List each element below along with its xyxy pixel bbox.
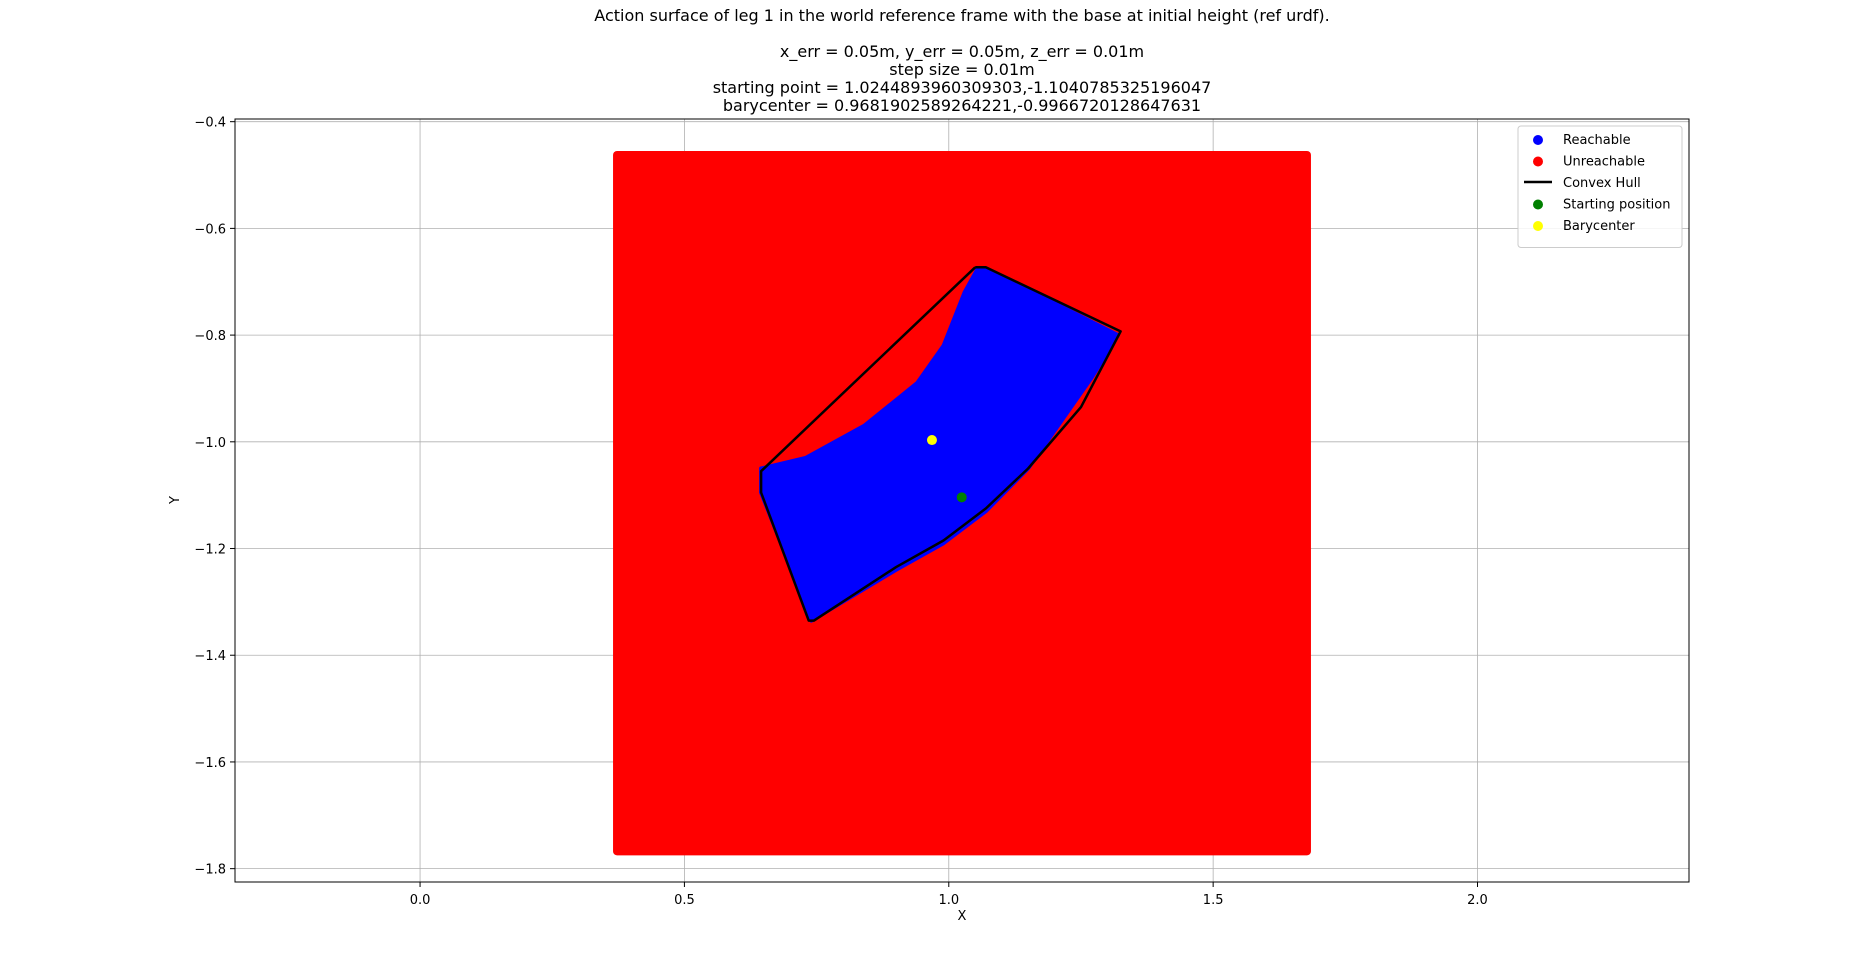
legend: Reachable Unreachable Convex Hull Starting … — [1517, 125, 1683, 248]
axis-ticks: 0.0 0.5 1.0 1.5 2.0 −0.4 −0.6 −0.8 −1.0 −1.2 −1.4 −… — [194, 116, 1487, 908]
chart-title: Action surface of leg 1 in the world ref… — [594, 6, 1329, 115]
x-tick-label: 1.0 — [938, 893, 959, 908]
title-line: step size = 0.01m — [889, 60, 1035, 79]
legend-label: Barycenter — [1563, 219, 1635, 234]
y-tick-label: −1.6 — [194, 756, 226, 771]
y-tick-label: −1.2 — [194, 543, 226, 558]
y-tick-label: −0.6 — [194, 222, 226, 237]
y-tick-label: −1.4 — [194, 649, 226, 664]
title-line: Action surface of leg 1 in the world ref… — [594, 6, 1329, 25]
legend-label: Reachable — [1563, 133, 1631, 148]
x-tick-label: 0.0 — [410, 893, 431, 908]
legend-label: Starting position — [1563, 198, 1671, 213]
plot-area — [613, 151, 1311, 856]
starting-position-point — [956, 492, 967, 503]
legend-marker — [1533, 199, 1543, 210]
barycenter-point — [926, 435, 937, 446]
legend-marker — [1533, 156, 1543, 167]
y-tick-label: −1.0 — [194, 436, 226, 451]
title-line: starting point = 1.0244893960309303,-1.1… — [713, 78, 1212, 97]
convex-hull-line — [759, 266, 1122, 622]
x-tick-label: 2.0 — [1467, 893, 1488, 908]
legend-marker — [1533, 135, 1543, 145]
y-tick-label: −0.4 — [194, 116, 226, 131]
x-axis-label: X — [958, 909, 967, 924]
legend-label: Convex Hull — [1563, 176, 1641, 191]
legend-box — [1517, 125, 1683, 248]
y-tick-label: −1.8 — [194, 863, 226, 878]
x-tick-label: 0.5 — [674, 893, 695, 908]
legend-label: Unreachable — [1563, 155, 1645, 170]
y-axis-label: Y — [168, 496, 183, 505]
title-line: x_err = 0.05m, y_err = 0.05m, z_err = 0.… — [780, 42, 1144, 62]
x-tick-label: 1.5 — [1203, 893, 1224, 908]
y-tick-label: −0.8 — [194, 329, 226, 344]
legend-marker — [1533, 221, 1543, 231]
axes-frame — [234, 118, 1690, 883]
title-line: barycenter = 0.9681902589264221,-0.99667… — [723, 96, 1201, 115]
